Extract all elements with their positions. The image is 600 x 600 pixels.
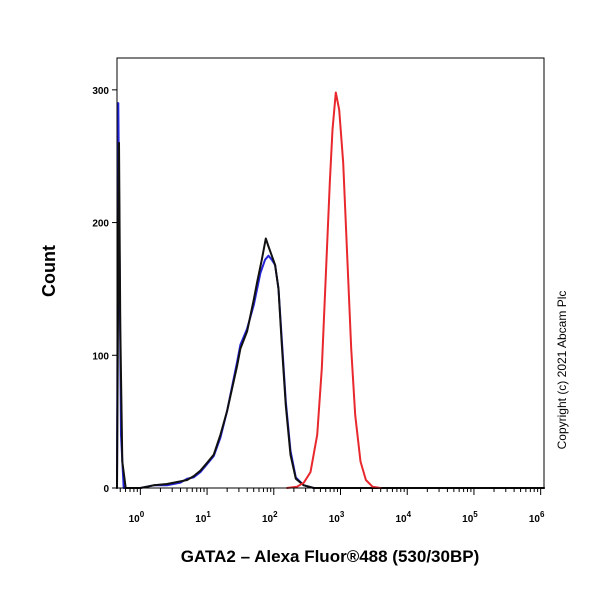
x-tick-label: 103 xyxy=(329,510,345,525)
histogram-curves xyxy=(116,91,545,489)
x-axis: 100 101 102 103 104 105 106 xyxy=(119,488,545,525)
y-tick-label: 0 xyxy=(103,484,109,495)
x-tick-label: 104 xyxy=(395,510,411,525)
x-tick-label: 101 xyxy=(195,510,211,525)
x-tick-label: 102 xyxy=(262,510,278,525)
x-axis-label: GATA2 – Alexa Fluor®488 (530/30BP) xyxy=(181,547,480,566)
y-axis-label: Count xyxy=(39,245,59,297)
y-tick-label: 300 xyxy=(92,86,109,97)
copyright-notice: Copyright (c) 2021 Abcam Plc xyxy=(555,291,569,450)
y-tick-label: 200 xyxy=(92,219,109,230)
x-tick-label: 106 xyxy=(529,510,545,525)
series-line-isotype-control xyxy=(116,141,545,489)
series-line-gata2-stained xyxy=(286,91,382,489)
x-tick-label: 105 xyxy=(462,510,478,525)
y-tick-label: 100 xyxy=(92,351,109,362)
y-axis: 0 100 200 300 xyxy=(92,86,117,495)
x-tick-label: 100 xyxy=(129,510,145,525)
